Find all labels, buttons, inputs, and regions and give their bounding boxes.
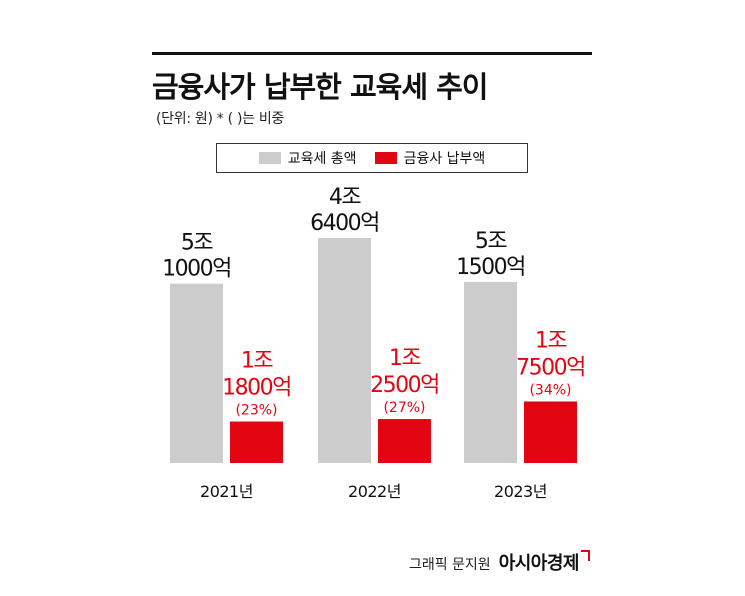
brand-logo: 아시아경제 [499,549,590,575]
legend-item-total: 교육세 총액 [258,148,357,168]
bar-total-2 [318,238,371,463]
brand-name: 아시아경제 [498,553,580,574]
bar-financial-1 [230,421,283,463]
bar-financial-label-line1-1: 1조 [241,349,273,374]
legend: 교육세 총액 금융사 납부액 [216,143,528,173]
x-tick-label-1: 2021년 [200,482,253,501]
bar-financial-label-line1-2: 1조 [389,346,421,371]
credit-text: 그래픽 문지원 [408,557,491,573]
legend-swatch-financial [374,152,397,164]
bar-financial-label-line2-3: 7500억 [516,355,585,380]
legend-label-total: 교육세 총액 [287,151,357,167]
brand-mark-icon [581,550,590,561]
bar-total-label-line2-3: 1500억 [456,255,525,280]
bar-financial-percent-2: (27%) [383,400,425,416]
bar-total-1 [170,283,223,463]
credit: 그래픽 문지원 아시아경제 [409,549,590,575]
bar-financial-label-line2-1: 1800억 [222,376,291,401]
legend-swatch-total [258,152,281,164]
bar-total-label-line1-3: 5조 [475,229,507,254]
bar-financial-2 [378,419,431,463]
bar-financial-label-line1-3: 1조 [535,328,567,353]
unit-note: (단위: 원) * ( )는 비중 [156,111,284,127]
bar-total-label-line1-1: 5조 [181,231,213,256]
bar-total-label-line2-2: 6400억 [310,211,379,236]
bar-financial-3 [524,401,577,463]
bar-total-label-line1-2: 4조 [329,185,361,210]
bar-total-label-line2-1: 1000억 [162,257,231,282]
legend-label-financial: 금융사 납부액 [403,151,486,167]
x-tick-label-3: 2023년 [494,482,547,501]
bar-financial-label-line2-2: 2500억 [370,373,439,398]
bar-total-3 [464,281,517,463]
legend-item-financial: 금융사 납부액 [374,148,486,168]
bar-financial-percent-3: (34%) [529,382,571,398]
top-rule [152,52,592,55]
x-tick-label-2: 2022년 [348,482,401,501]
bar-financial-percent-1: (23%) [235,403,277,419]
chart-title: 금융사가 납부한 교육세 추이 [152,70,488,104]
